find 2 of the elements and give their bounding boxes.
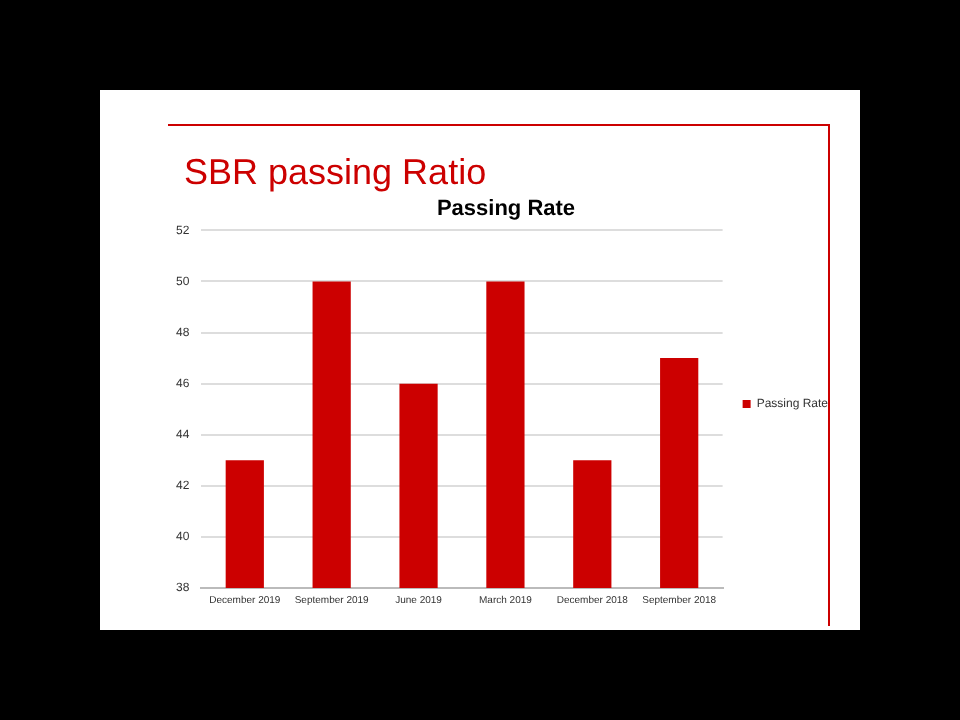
- chart-title: SBR passing Ratio: [184, 152, 487, 194]
- chart-subtitle: Passing Rate: [436, 197, 576, 222]
